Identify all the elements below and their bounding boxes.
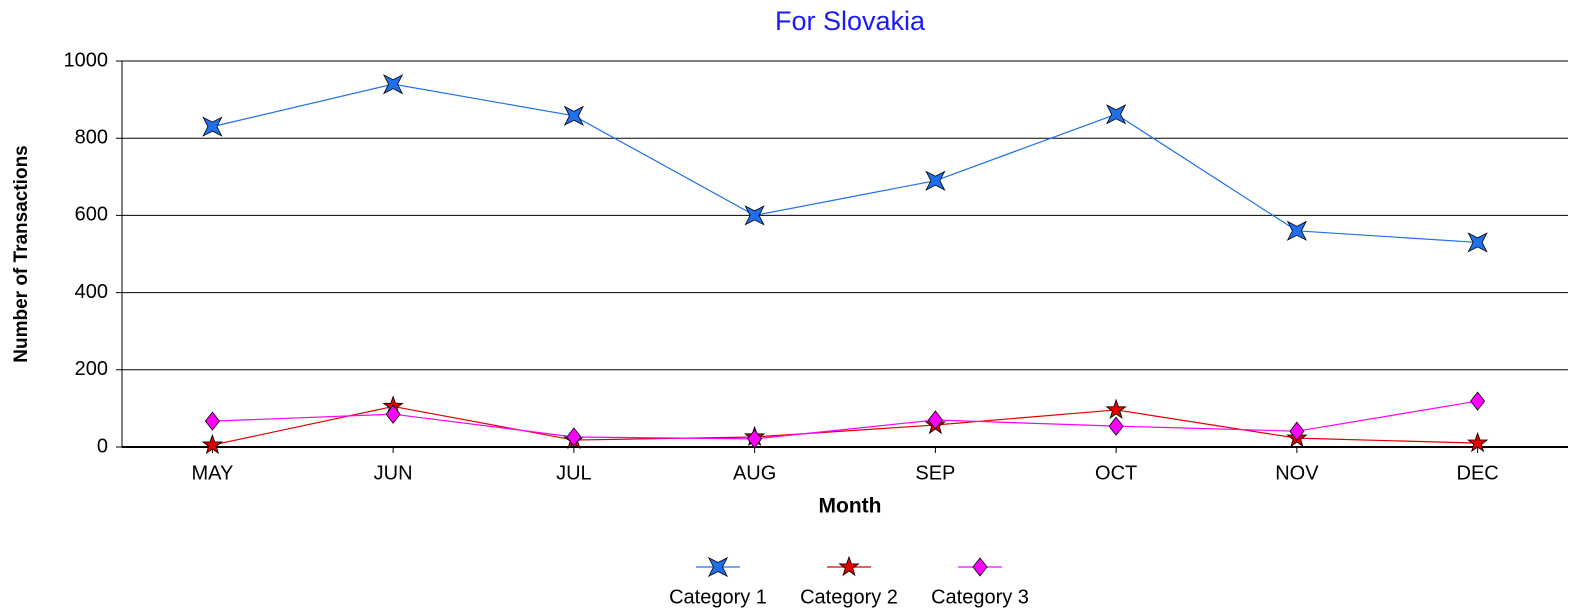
series-line — [212, 83, 1478, 244]
y-tick-label: 400 — [75, 281, 108, 303]
series-line — [212, 405, 1478, 446]
legend-marker — [972, 557, 988, 577]
marker — [202, 116, 223, 137]
x-tick-label: AUG — [733, 462, 776, 484]
marker — [744, 205, 765, 226]
marker — [1289, 421, 1305, 441]
legend-label: Category 3 — [931, 586, 1029, 608]
marker — [1470, 391, 1486, 411]
x-tick-label: DEC — [1457, 462, 1499, 484]
y-axis-label: Number of Transactions — [11, 145, 32, 363]
marker — [563, 105, 585, 126]
marker — [1286, 220, 1308, 241]
legend-marker — [838, 555, 860, 577]
x-tick-label: NOV — [1275, 462, 1319, 484]
x-tick-label: SEP — [915, 462, 955, 484]
marker — [925, 170, 946, 191]
x-tick-label: JUN — [374, 462, 413, 484]
y-tick-label: 1000 — [64, 49, 109, 71]
marker — [1467, 232, 1488, 253]
marker — [382, 74, 404, 95]
y-tick-label: 0 — [97, 435, 108, 457]
y-tick-label: 800 — [75, 126, 108, 148]
marker — [385, 404, 401, 424]
x-tick-label: MAY — [191, 462, 233, 484]
series-line — [212, 400, 1478, 440]
x-tick-label: OCT — [1095, 462, 1137, 484]
y-tick-label: 200 — [75, 358, 108, 380]
marker — [1105, 398, 1127, 419]
x-tick-label: JUL — [556, 462, 592, 484]
marker — [201, 433, 224, 455]
marker — [747, 429, 763, 449]
marker — [204, 411, 220, 431]
marker — [1108, 416, 1124, 436]
legend-label: Category 2 — [800, 586, 898, 608]
y-tick-label: 600 — [75, 204, 108, 226]
marker — [1105, 104, 1127, 125]
marker — [566, 427, 582, 447]
x-axis-label: Month — [819, 495, 882, 518]
marker — [927, 410, 943, 430]
legend-label: Category 1 — [669, 586, 767, 608]
marker — [1466, 431, 1489, 453]
legend-marker — [707, 556, 729, 578]
chart-title: For Slovakia — [775, 6, 926, 36]
